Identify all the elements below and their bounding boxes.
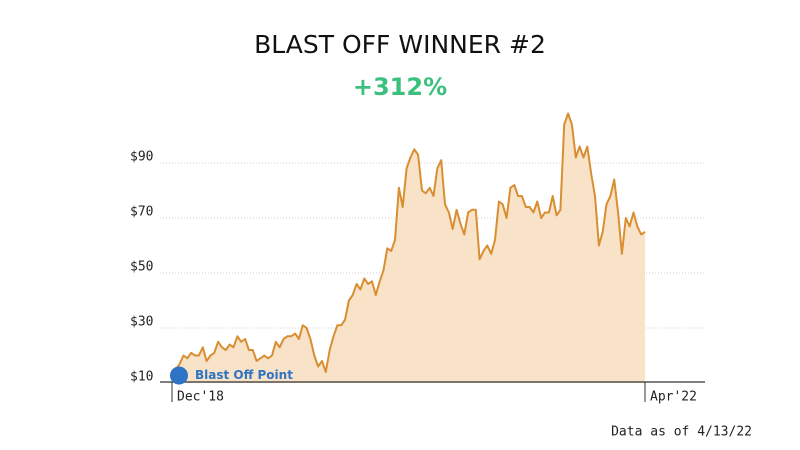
y-tick-label: $50 [130,260,153,275]
y-tick-label: $90 [130,150,153,165]
y-tick-label: $70 [130,205,153,220]
line [171,112,646,378]
chart-subtitle: +312% [353,73,447,101]
y-tick-label: $30 [130,315,153,330]
chart-title: BLAST OFF WINNER #2 [254,30,546,59]
annotation: Blast Off Point [195,368,293,382]
footnote: Data as of 4/13/22 [611,425,752,440]
area [172,113,645,383]
y-tick-label: $10 [130,370,153,385]
x-tick-label: Apr'22 [650,390,697,405]
x-tick-label: Dec'18 [177,390,224,405]
blast-off-marker [170,366,188,385]
